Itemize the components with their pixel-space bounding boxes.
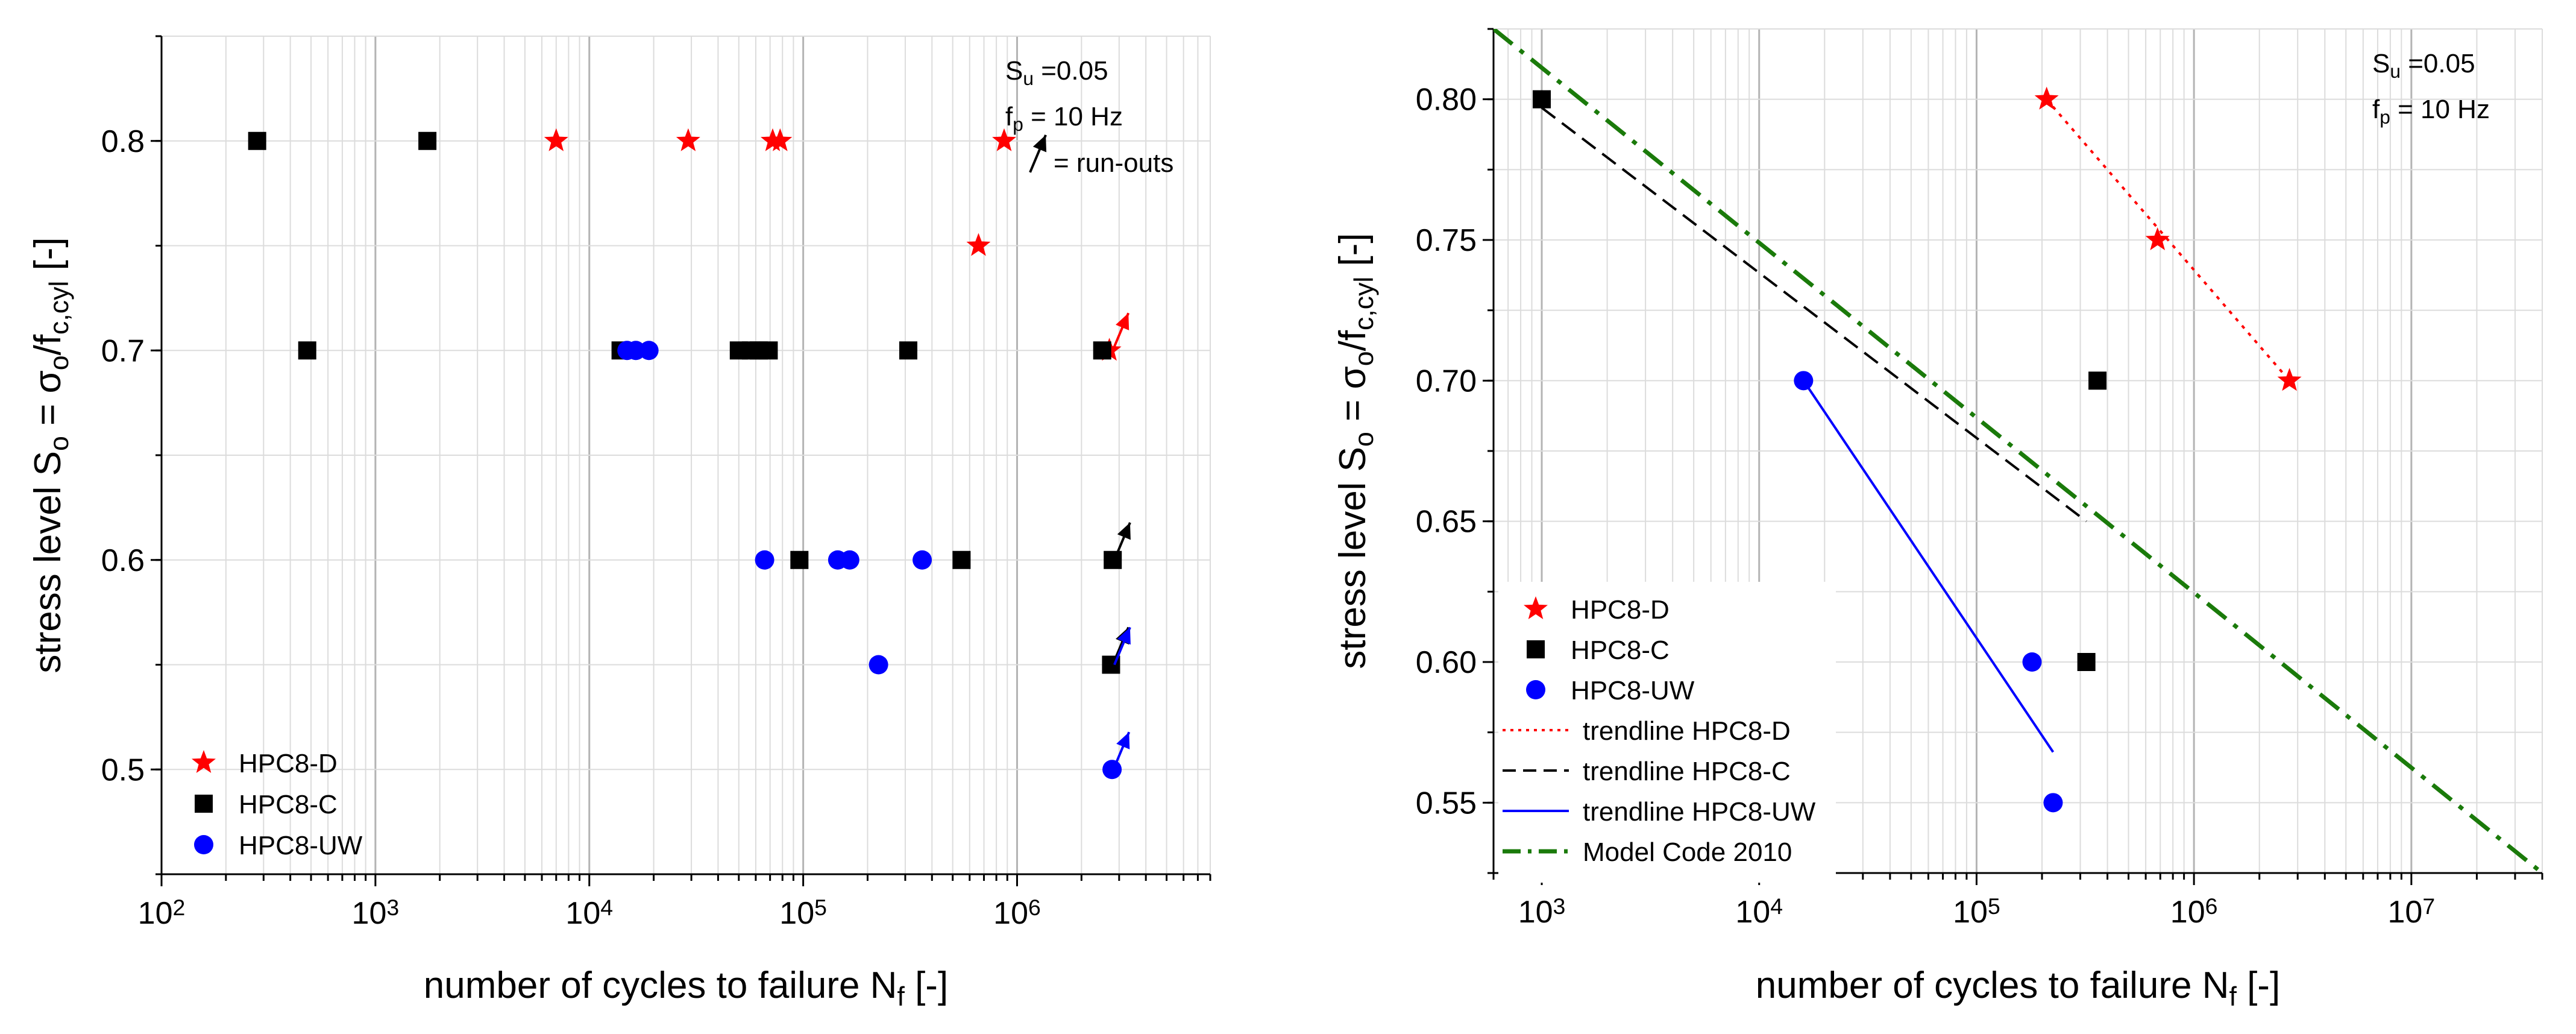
legend-label-hpc8-c: HPC8-C [1571, 635, 1670, 665]
point-hpc8-d [992, 128, 1016, 151]
point-hpc8-c [759, 341, 778, 360]
point-hpc8-uw [755, 550, 774, 570]
su-annotation: Su =0.05 [2372, 49, 2475, 82]
legend-marker-hpc8-c [195, 795, 213, 813]
fp-annotation: fp = 10 Hz [1005, 102, 1123, 135]
point-hpc8-c [1533, 90, 1551, 109]
y-tick-label: 0.5 [101, 752, 145, 787]
legend-marker-hpc8-c [1527, 640, 1545, 658]
point-hpc8-c [2088, 371, 2107, 390]
point-hpc8-d [544, 128, 568, 151]
runout-arrow-head [1117, 627, 1131, 645]
legend-label-trendline-hpc8-uw: trendline HPC8-UW [1583, 797, 1816, 827]
trendline-trendline-hpc8-c [1541, 107, 2087, 523]
grid [160, 36, 1211, 875]
legend-label-hpc8-d: HPC8-D [1571, 595, 1670, 625]
point-hpc8-uw [840, 550, 859, 570]
left-chart: 0.5 0.6 0.7 0.8 102 103 104 105 106 number of cyc… [27, 35, 1211, 1012]
trendline-trendline-hpc8-d [2046, 98, 2291, 382]
x-tick-label: 106 [993, 895, 1041, 931]
runout-annotation: = run-outs [1054, 148, 1173, 178]
y-tick-label: 0.65 [1416, 505, 1477, 540]
runout-arrow-head [1116, 732, 1130, 749]
point-hpc8-d [2145, 227, 2170, 250]
point-hpc8-uw [639, 341, 659, 361]
axes: 0.5 0.6 0.7 0.8 102 103 104 105 106 [101, 35, 1211, 931]
y-axis-title: stress level So = σo/fc,cyl [-] [27, 237, 74, 673]
legend: HPC8-D HPC8-C HPC8-UW [192, 749, 363, 860]
trendline-model-code-2010 [1494, 29, 2542, 873]
runout-arrow-head [1117, 522, 1131, 540]
point-hpc8-d [966, 233, 991, 256]
point-hpc8-uw [1794, 371, 1814, 391]
y-tick-label: 0.75 [1416, 223, 1477, 258]
right-chart: 0.55 0.60 0.65 0.70 0.75 0.80 103 104 105 106 107 n… [1332, 28, 2543, 1012]
y-axis-title: stress level So = σo/fc,cyl [-] [1332, 233, 1379, 669]
legend-marker-hpc8-d [192, 750, 216, 773]
legend-marker-hpc8-uw [194, 835, 213, 854]
point-hpc8-d [2277, 368, 2302, 391]
point-hpc8-uw [1102, 760, 1122, 780]
x-tick-label: 106 [2170, 894, 2218, 930]
point-hpc8-d [2034, 86, 2059, 110]
point-hpc8-d [676, 128, 700, 151]
point-hpc8-uw [869, 655, 888, 675]
point-hpc8-c [1104, 550, 1122, 569]
point-hpc8-c [1093, 341, 1111, 360]
data-layer [1494, 29, 2542, 873]
x-tick-label: 103 [352, 895, 400, 931]
x-tick-label: 104 [1735, 894, 1783, 930]
legend-label-hpc8-uw: HPC8-UW [239, 831, 363, 860]
data-layer [248, 128, 1122, 780]
point-hpc8-c [298, 341, 316, 360]
point-hpc8-uw [913, 550, 932, 570]
y-tick-label: 0.55 [1416, 786, 1477, 821]
x-tick-label: 102 [138, 895, 186, 931]
x-tick-label: 105 [1953, 894, 2000, 930]
y-tick-label: 0.6 [101, 543, 145, 578]
y-tick-label: 0.80 [1416, 83, 1477, 118]
y-tick-label: 0.70 [1416, 364, 1477, 399]
x-axis-title: number of cycles to failure Nf [-] [424, 965, 948, 1012]
point-hpc8-c [790, 550, 809, 569]
trendline-trendline-hpc8-uw [1802, 380, 2055, 753]
point-hpc8-uw [2022, 652, 2042, 672]
y-tick-label: 0.8 [101, 124, 145, 159]
legend-marker-hpc8-uw [1526, 680, 1545, 699]
y-tick-label: 0.7 [101, 333, 145, 368]
legend-box [1498, 582, 1836, 883]
point-hpc8-c [418, 131, 437, 150]
legend-label-trendline-hpc8-c: trendline HPC8-C [1583, 757, 1791, 786]
y-tick-label: 0.60 [1416, 645, 1477, 680]
legend-label-model-code-2010: Model Code 2010 [1583, 837, 1792, 867]
point-hpc8-uw [2043, 793, 2063, 813]
x-tick-label: 107 [2388, 894, 2436, 930]
legend-label-hpc8-c: HPC8-C [239, 790, 338, 819]
point-hpc8-c [899, 341, 918, 360]
legend-label-hpc8-d: HPC8-D [239, 749, 338, 778]
runout-arrow-head [1116, 313, 1129, 330]
runout-legend-arrow-head [1032, 134, 1047, 153]
su-annotation: Su =0.05 [1005, 56, 1108, 89]
legend-marker-hpc8-d [1524, 596, 1548, 619]
point-hpc8-c [248, 131, 266, 150]
legend-label-trendline-hpc8-d: trendline HPC8-D [1583, 716, 1791, 746]
fp-annotation: fp = 10 Hz [2372, 95, 2490, 128]
x-tick-label: 105 [779, 895, 827, 931]
x-tick-label: 103 [1518, 894, 1566, 930]
x-axis-title: number of cycles to failure Nf [-] [1756, 965, 2280, 1012]
legend-label-hpc8-uw: HPC8-UW [1571, 676, 1695, 705]
point-hpc8-c [952, 550, 971, 569]
point-hpc8-d [768, 128, 793, 151]
point-hpc8-c [2077, 653, 2096, 671]
x-tick-label: 104 [565, 895, 613, 931]
legend: HPC8-D HPC8-C HPC8-UW trendline HPC8-D trend… [1498, 582, 1836, 883]
